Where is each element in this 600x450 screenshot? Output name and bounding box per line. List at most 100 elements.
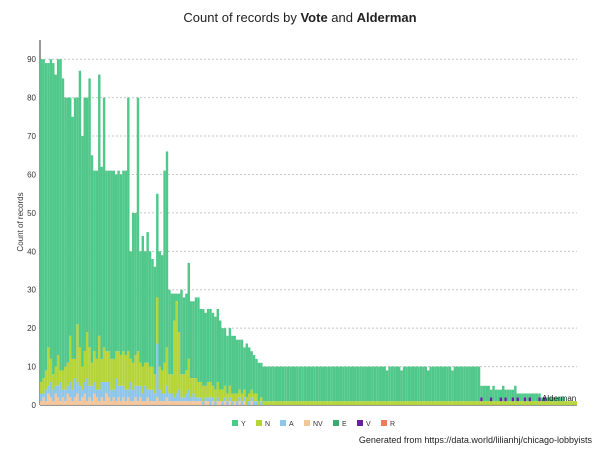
bar-segment-n [475, 401, 478, 405]
bar-segment-nv [151, 401, 154, 405]
bar-segment-n [226, 393, 229, 402]
bar-segment-n [489, 401, 493, 405]
bar-segment-a [127, 389, 130, 398]
bar-segment-n [407, 401, 411, 405]
bar-segment-n [342, 401, 345, 405]
title-part-4: Alderman [356, 10, 417, 25]
bar-segment-y [47, 63, 50, 348]
bar-segment-n [349, 401, 353, 405]
bar-segment-n [337, 401, 340, 405]
bar-segment-n [141, 366, 145, 394]
bar-segment-y [194, 297, 198, 379]
bar-segment-nv [122, 397, 125, 405]
bar-segment-a [240, 401, 244, 405]
bar-segment-y [267, 366, 270, 402]
bar-segment-y [141, 235, 145, 367]
bar-segment-a [160, 393, 164, 402]
bar-segment-n [298, 401, 302, 405]
bar-segment-n [131, 362, 135, 390]
bar-segment-a [47, 385, 50, 394]
bar-segment-a [170, 393, 174, 402]
bar-segment-nv [177, 401, 181, 405]
bar-segment-y [436, 366, 440, 402]
bar-segment-n [417, 401, 420, 405]
bar-segment-y [281, 366, 285, 402]
bar-segment-n [119, 355, 123, 386]
bar-segment-n [485, 401, 488, 405]
bar-segment-a [139, 385, 142, 398]
bar-segment-a [153, 393, 157, 402]
bar-segment-a [182, 397, 186, 402]
bar-segment-y [102, 97, 106, 348]
bar-segment-y [146, 232, 149, 363]
bar-segment-n [168, 374, 171, 394]
x-axis-label: Alderman [542, 394, 576, 403]
bar-segment-n [393, 401, 396, 405]
bar-segment-nv [238, 401, 241, 405]
bar-segment-y [330, 366, 333, 402]
bar-segment-n [211, 385, 215, 398]
bar-segment-n [170, 374, 174, 394]
bar-segment-y [54, 74, 57, 367]
bar-segment-a [90, 385, 94, 402]
bar-segment-y [453, 366, 457, 402]
bar-segment-y [202, 308, 205, 386]
source-footer: Generated from https://data.world/lilian… [358, 435, 592, 445]
bar-segment-n [574, 401, 577, 405]
bar-segment-n [572, 401, 575, 405]
bar-segment-a [117, 385, 120, 398]
bar-segment-n [497, 401, 500, 405]
bar-segment-n [306, 401, 309, 405]
bar-segment-n [443, 401, 447, 405]
bar-segment-a [88, 385, 91, 398]
bar-segment-y [327, 366, 331, 402]
bar-segment-y [487, 385, 490, 402]
bar-segment-y [274, 366, 278, 402]
bar-segment-y [158, 251, 161, 367]
bar-segment-nv [95, 397, 99, 405]
bar-segment-n [163, 362, 166, 394]
bar-segment-n [114, 351, 118, 379]
bar-segment-n [552, 401, 556, 405]
bar-segment-y [286, 366, 290, 402]
bar-segment-y [310, 366, 314, 402]
bar-segment-a [61, 389, 65, 398]
bar-segment-a [204, 397, 207, 402]
bar-segment-y [124, 170, 128, 356]
bar-segment-y [557, 397, 561, 402]
bar-segment-n [269, 401, 273, 405]
bar-segment-n [221, 389, 224, 402]
bar-segment-y [153, 266, 157, 375]
bar-segment-y [463, 366, 466, 402]
bar-segment-y [90, 155, 94, 363]
bar-segment-a [206, 397, 210, 402]
bar-segment-y [279, 366, 282, 402]
bar-segment-a [105, 381, 108, 394]
bar-segment-nv [131, 401, 135, 405]
bar-segment-nv [52, 401, 55, 405]
bar-segment-n [40, 381, 43, 394]
bar-segment-y [81, 136, 84, 367]
bar-segment-v [516, 397, 519, 402]
bar-segment-y [395, 366, 398, 402]
bar-segment-n [165, 347, 169, 386]
bar-segment-y [262, 366, 265, 402]
bar-segment-n [422, 401, 425, 405]
bar-segment-y [209, 308, 212, 382]
bar-segment-n [117, 351, 120, 386]
bar-segment-y [168, 289, 171, 375]
bar-segment-y [398, 366, 401, 402]
bar-segment-n [110, 358, 113, 390]
bar-segment-y [228, 328, 232, 386]
bar-segment-y [547, 397, 551, 402]
bar-segment-n [136, 351, 140, 386]
bar-segment-a [122, 385, 125, 398]
bar-segment-y [502, 385, 505, 402]
bar-segment-nv [139, 397, 142, 405]
bar-segment-y [533, 393, 536, 402]
legend-label-nv: NV [313, 421, 323, 428]
bar-segment-nv [194, 401, 198, 405]
bar-segment-v [489, 397, 493, 402]
bar-segment-nv [165, 397, 169, 405]
bar-segment-y [417, 366, 420, 402]
